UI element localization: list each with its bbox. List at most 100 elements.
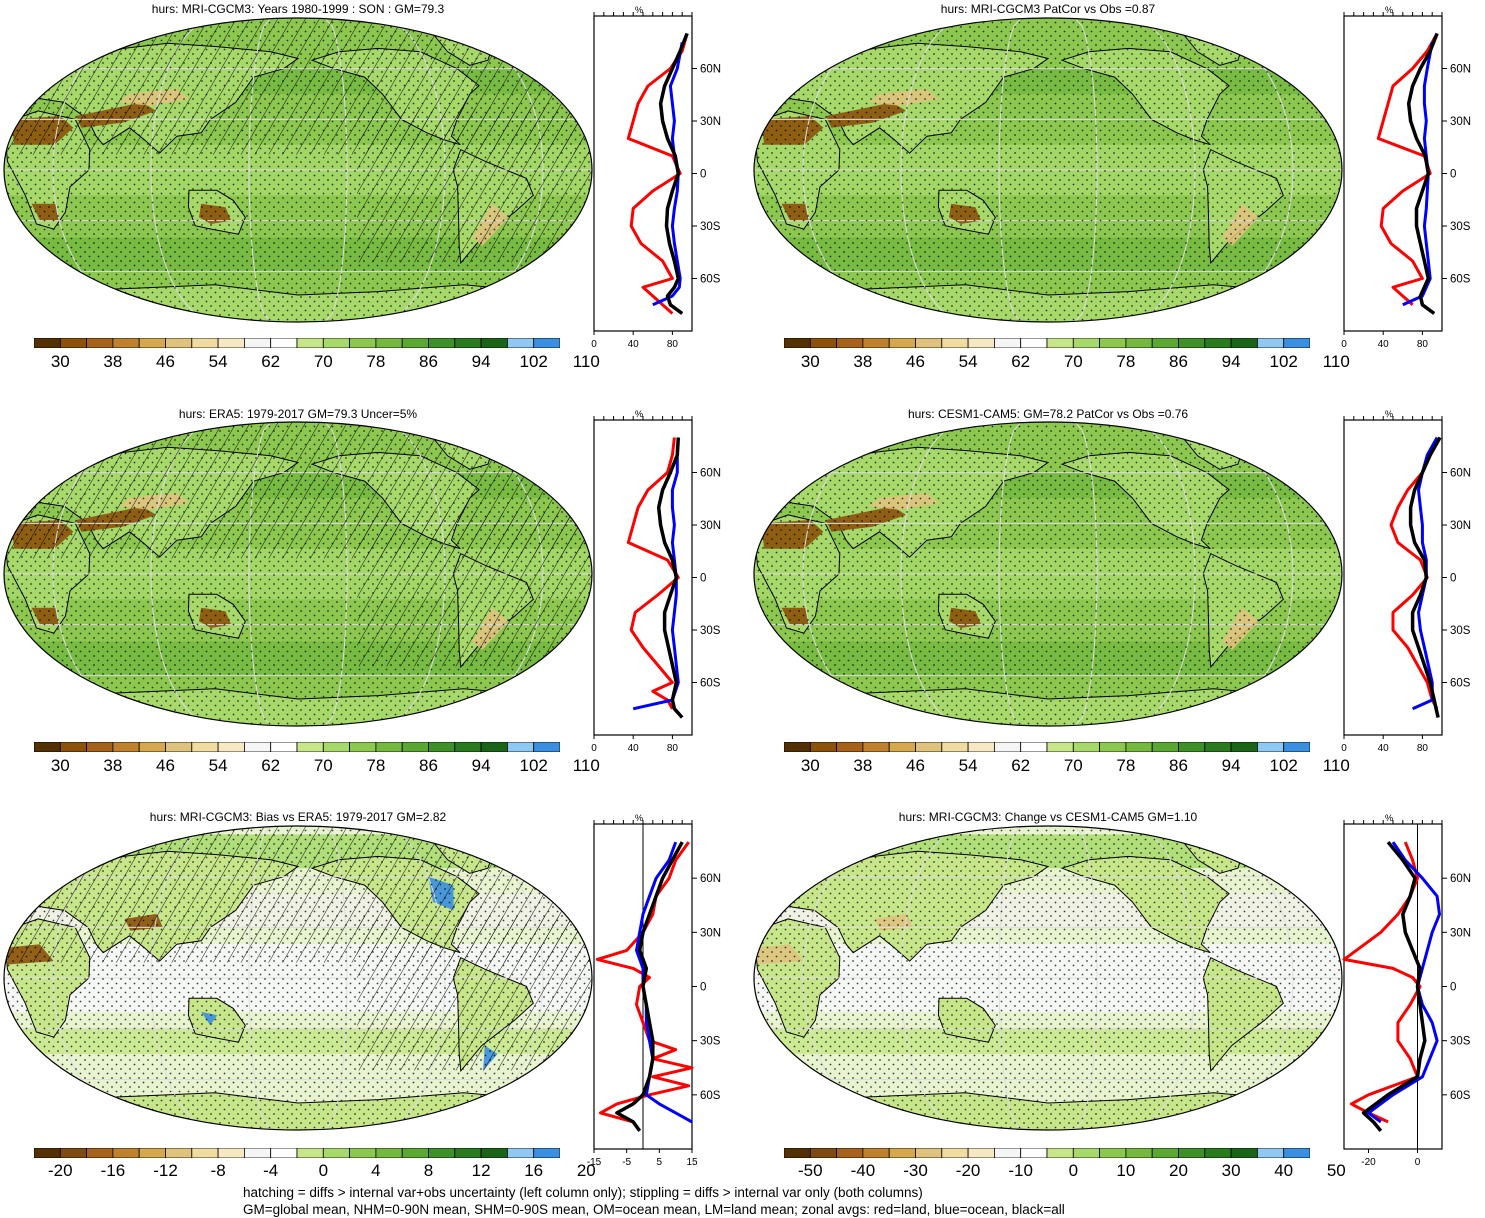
footer-line-2: GM=global mean, NHM=0-90N mean, SHM=0-90…: [243, 1202, 1065, 1217]
zonal-mean-plot-2: % 60N 30N 0 30S 60S 0 40 80: [1341, 5, 1471, 350]
map-panel-3: [3, 421, 593, 727]
zonal-lat-label: 30S: [700, 625, 721, 637]
colorbar-tick-label: 70: [1063, 352, 1083, 371]
zonal-lat-label: 30S: [700, 221, 721, 233]
map-panel-5: [3, 825, 593, 1131]
colorbar-6: [784, 1148, 1310, 1158]
colorbar-swatch: [1020, 742, 1048, 752]
colorbar-tick-label: 30: [50, 756, 70, 775]
zonal-lat-label: 60S: [700, 678, 721, 690]
colorbar-tick-label: 62: [261, 756, 281, 775]
zonal-lat-label: 60S: [1450, 274, 1471, 286]
colorbar-swatch: [401, 1148, 429, 1158]
colorbar-swatch: [401, 338, 429, 348]
colorbar-swatch: [243, 742, 272, 752]
zonal-x-tick-label: 40: [628, 339, 640, 350]
colorbar-tick-label: 46: [156, 352, 175, 371]
map-outline: [753, 825, 1343, 1131]
colorbar-swatch: [296, 1148, 324, 1158]
colorbar-swatch: [165, 742, 193, 752]
colorbar-tick-label: 30: [50, 352, 70, 371]
zonal-lat-label: 60S: [1450, 1090, 1471, 1102]
colorbar-swatch: [967, 1148, 995, 1158]
colorbar-swatch: [454, 338, 482, 348]
colorbar-tick-label: 70: [1063, 756, 1083, 775]
colorbar-2: [784, 338, 1310, 348]
colorbar-swatch: [1283, 1148, 1310, 1158]
zonal-series-line: [1376, 32, 1439, 306]
zonal-unit-label: %: [635, 5, 643, 15]
colorbar-tick-label: 94: [1221, 352, 1241, 371]
colorbar-swatch: [888, 742, 916, 752]
colorbar-swatch: [296, 338, 324, 348]
colorbar-swatch: [322, 742, 350, 752]
colorbar-swatch: [1099, 338, 1127, 348]
colorbar-tick-label: -12: [153, 1161, 178, 1180]
colorbar-swatch: [1020, 1148, 1048, 1158]
colorbar-tick-label: 102: [1269, 352, 1298, 371]
colorbar-swatch: [112, 742, 140, 752]
zonal-unit-label: %: [1385, 409, 1393, 419]
colorbar-swatch: [349, 742, 377, 752]
colorbar-swatch: [1046, 742, 1074, 752]
colorbar-swatch: [349, 1148, 377, 1158]
colorbar-tick-label: -10: [1008, 1161, 1033, 1180]
colorbar-tick-label: 40: [1274, 1161, 1294, 1180]
colorbar-labels-6: -50 -40 -30 -20 -10 0 10 20 30 40 50: [784, 1161, 1346, 1183]
colorbar-tick-label: 102: [519, 352, 548, 371]
colorbar-tick-label: -50: [798, 1161, 823, 1180]
colorbar-swatch: [941, 742, 969, 752]
colorbar-swatch: [59, 742, 87, 752]
colorbar-tick-label: -4: [263, 1161, 279, 1180]
colorbar-swatch: [1204, 338, 1232, 348]
colorbar-tick-label: 20: [576, 1161, 596, 1180]
colorbar-swatch: [915, 338, 943, 348]
colorbar-tick-label: 62: [1011, 756, 1031, 775]
colorbar-tick-label: 70: [313, 756, 333, 775]
colorbar-swatch: [915, 742, 943, 752]
colorbar-swatch: [375, 338, 403, 348]
colorbar-swatch: [191, 742, 219, 752]
colorbar-swatch: [533, 338, 560, 348]
colorbar-swatch: [34, 742, 61, 752]
zonal-x-tick-label: 15: [686, 1157, 698, 1168]
colorbar-swatch: [941, 1148, 969, 1158]
colorbar-tick-label: 38: [853, 352, 873, 371]
panel-title-5: hurs: MRI-CGCM3: Bias vs ERA5: 1979-2017…: [149, 810, 447, 824]
zonal-lat-label: 60N: [1450, 64, 1471, 76]
zonal-mean-plot-5: % 60N 30N 0 30S 60S -15 -5 5 15: [587, 813, 721, 1168]
colorbar-swatch: [1230, 742, 1258, 752]
colorbar-swatch: [165, 1148, 193, 1158]
colorbar-swatch: [915, 1148, 943, 1158]
footer-line-1: hatching = diffs > internal var+obs unce…: [243, 1185, 923, 1200]
colorbar-tick-label: 86: [1169, 352, 1188, 371]
colorbar-tick-label: 10: [1116, 1161, 1136, 1180]
zonal-series-line: [626, 437, 680, 710]
zonal-x-tick-label: 40: [1378, 743, 1390, 754]
colorbar-tick-label: 86: [419, 352, 438, 371]
colorbar-swatch: [993, 742, 1022, 752]
colorbar-swatch: [86, 742, 114, 752]
colorbar-swatch: [1046, 1148, 1074, 1158]
colorbar-swatch: [1230, 338, 1258, 348]
colorbar-swatch: [1178, 742, 1206, 752]
zonal-x-tick-label: 0: [1415, 1157, 1421, 1168]
zonal-series-line: [632, 446, 680, 711]
zonal-lat-label: 0: [700, 169, 706, 181]
colorbar-tick-label: 30: [800, 352, 820, 371]
zonal-x-tick-label: 80: [1417, 339, 1429, 350]
colorbar-tick-label: -8: [210, 1161, 226, 1180]
panel-title-4: hurs: CESM1-CAM5: GM=78.2 PatCor vs Obs …: [907, 407, 1189, 421]
colorbar-swatch: [243, 338, 272, 348]
zonal-lat-label: 0: [1450, 169, 1456, 181]
colorbar-swatch: [270, 338, 298, 348]
zonal-mean-plot-1: % 60N 30N 0 30S 60S 0 40 80: [591, 5, 721, 350]
colorbar-3: [34, 742, 560, 752]
colorbar-swatch: [1256, 338, 1285, 348]
colorbar-swatch: [270, 1148, 298, 1158]
colorbar-tick-label: 78: [366, 352, 386, 371]
colorbar-swatch: [191, 1148, 219, 1158]
colorbar-swatch: [480, 742, 508, 752]
colorbar-swatch: [506, 1148, 535, 1158]
colorbar-swatch: [888, 1148, 916, 1158]
